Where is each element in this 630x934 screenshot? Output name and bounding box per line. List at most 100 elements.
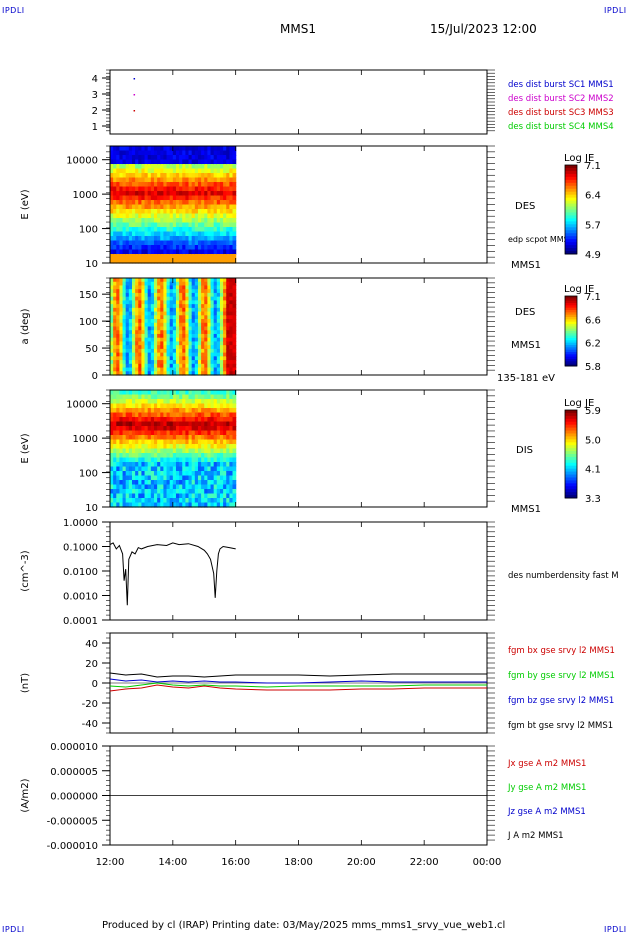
des_energy-heatmap-cell <box>169 222 174 228</box>
des_energy-heatmap-cell <box>160 191 165 197</box>
des_energy-heatmap-cell <box>119 218 124 224</box>
dis_energy-heatmap-cell <box>141 421 146 427</box>
des_pitch-heatmap-cell <box>232 285 237 290</box>
des_pitch-heatmap-cell <box>157 367 161 372</box>
des_pitch-heatmap-cell <box>144 307 149 313</box>
des_energy-heatmap-cell <box>194 191 199 197</box>
des_energy-heatmap-cell <box>119 168 124 174</box>
des_pitch-heatmap-cell <box>172 304 177 309</box>
des_energy-heatmap-cell <box>188 222 193 228</box>
dis_energy-colorbar-cell <box>565 442 577 446</box>
des_pitch-heatmap-cell <box>169 281 174 287</box>
des_pitch-heatmap-cell <box>194 352 199 357</box>
dis_energy-heatmap-cell <box>201 484 205 490</box>
des_energy-heatmap-cell <box>194 182 199 188</box>
dis_energy-heatmap-cell <box>232 430 237 436</box>
des_pitch-heatmap-cell <box>175 300 180 305</box>
des_energy-heatmap-cell <box>185 240 190 246</box>
des_pitch-heatmap-cell <box>185 356 190 361</box>
dis_energy-heatmap-cell <box>125 453 130 459</box>
des_energy-heatmap-cell <box>175 240 180 246</box>
des_energy-heatmap-cell <box>135 236 139 242</box>
dis_energy-heatmap-cell <box>216 466 221 472</box>
des_energy-heatmap-cell <box>116 164 121 170</box>
des_pitch-heatmap-cell <box>131 363 136 369</box>
des_energy-heatmap-cell <box>122 177 127 183</box>
dis_energy-heatmap-cell <box>131 484 136 490</box>
dis_energy-heatmap-cell <box>163 417 168 423</box>
des_pitch-heatmap-cell <box>229 319 234 324</box>
des_pitch-heatmap-cell <box>153 341 158 346</box>
dis_energy-heatmap-cell <box>232 417 237 423</box>
des_energy-heatmap-cell <box>188 218 193 224</box>
dis_energy-heatmap-cell <box>175 435 180 441</box>
dis_energy-heatmap-cell <box>169 399 174 405</box>
des_pitch-heatmap-cell <box>232 341 237 346</box>
des_pitch-heatmap-cell <box>169 326 174 331</box>
des_pitch-heatmap-cell <box>116 352 121 357</box>
des_pitch-heatmap-cell <box>122 341 127 346</box>
des_energy-heatmap-cell <box>128 254 133 260</box>
des_pitch-heatmap-cell <box>166 304 171 309</box>
des_pitch-heatmap-cell <box>131 367 136 372</box>
dis_energy-heatmap-cell <box>172 439 177 445</box>
des_energy-heatmap-cell <box>141 191 146 197</box>
des_pitch-heatmap-cell <box>144 341 149 346</box>
des_pitch-heatmap-cell <box>153 345 158 350</box>
dis_energy-heatmap-cell <box>116 439 121 445</box>
dis_energy-heatmap-cell <box>119 453 124 459</box>
dis_energy-heatmap-cell <box>157 435 161 441</box>
dis_energy-heatmap-cell <box>122 498 127 504</box>
des_energy-colorbar-cell <box>565 176 577 181</box>
des_energy-heatmap-cell <box>179 258 183 264</box>
des_pitch-heatmap-cell <box>110 363 114 369</box>
des_energy-heatmap-cell <box>163 150 168 156</box>
des_pitch-heatmap-cell <box>175 371 180 376</box>
des_pitch-heatmap-cell <box>125 307 130 313</box>
dis_energy-heatmap-cell <box>160 484 165 490</box>
dis_energy-heatmap-cell <box>163 430 168 436</box>
dis_energy-heatmap-cell <box>110 480 114 486</box>
des_energy-heatmap-cell <box>141 173 146 179</box>
des_energy-heatmap-cell <box>229 186 234 192</box>
des_energy-heatmap-cell <box>110 204 114 210</box>
dis_energy-heatmap-cell <box>175 466 180 472</box>
dis_energy-heatmap-cell <box>141 475 146 481</box>
des_energy-heatmap-cell <box>232 195 237 201</box>
des_energy-heatmap-cell <box>216 155 221 161</box>
des_pitch-heatmap-cell <box>191 304 196 309</box>
des_pitch-heatmap-cell <box>223 319 227 324</box>
des_pitch-heatmap-cell <box>153 296 158 301</box>
des_pitch-heatmap-cell <box>128 307 133 313</box>
des_pitch-heatmap-cell <box>147 337 152 343</box>
dis_energy-heatmap-cell <box>147 502 152 508</box>
des_energy-heatmap-cell <box>201 218 205 224</box>
dis_energy-heatmap-cell <box>175 390 180 396</box>
des_pitch-heatmap-cell <box>122 337 127 343</box>
des_pitch-heatmap-cell <box>131 278 136 283</box>
des_pitch-heatmap-cell <box>191 300 196 305</box>
des_energy-heatmap-cell <box>185 213 190 219</box>
dis_energy-heatmap-cell <box>150 484 155 490</box>
spacecraft-title: MMS1 <box>280 22 316 36</box>
dis_energy-heatmap-cell <box>229 421 234 427</box>
des_energy-heatmap-cell <box>119 155 124 161</box>
des_energy-heatmap-cell <box>201 200 205 206</box>
des_energy-colorbar-cell <box>565 212 577 216</box>
dis_energy-heatmap-cell <box>135 471 139 477</box>
des_pitch-heatmap-cell <box>204 281 208 287</box>
des_energy-heatmap-cell <box>125 240 130 246</box>
des_energy-heatmap-cell <box>185 164 190 170</box>
des_energy-heatmap-cell <box>210 195 215 201</box>
des_energy-heatmap-cell <box>232 182 237 188</box>
des_pitch-heatmap-cell <box>191 341 196 346</box>
des_pitch-heatmap-cell <box>207 348 212 354</box>
des_energy-heatmap-cell <box>223 195 227 201</box>
dis_energy-heatmap-cell <box>204 466 208 472</box>
dis_energy-heatmap-cell <box>226 466 230 472</box>
dis_energy-heatmap-cell <box>157 453 161 459</box>
des_pitch-heatmap-cell <box>153 367 158 372</box>
des_energy-heatmap-cell <box>232 204 237 210</box>
des_energy-heatmap-cell <box>172 173 177 179</box>
des_energy-heatmap-cell <box>125 195 130 201</box>
